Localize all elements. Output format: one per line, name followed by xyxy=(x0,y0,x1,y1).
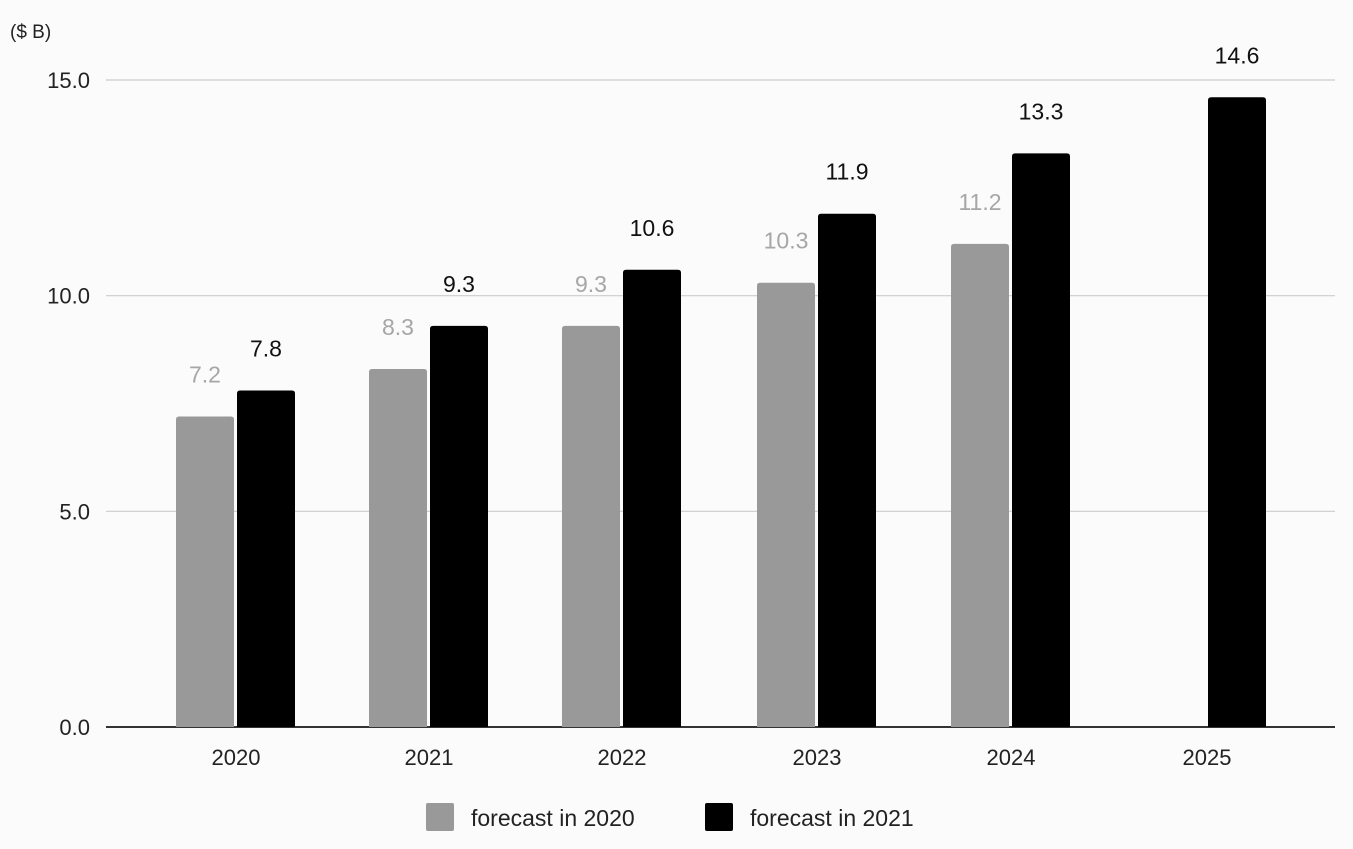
y-tick-label: 0.0 xyxy=(59,715,90,740)
bars xyxy=(176,97,1266,728)
data-label: 10.6 xyxy=(630,215,675,241)
data-label: 9.3 xyxy=(575,271,607,297)
x-tick-label: 2025 xyxy=(1183,745,1232,770)
bar-forecast-2020 xyxy=(176,416,234,727)
bar-forecast-2021 xyxy=(818,213,876,728)
bar-forecast-2021 xyxy=(1012,153,1070,727)
data-label: 14.6 xyxy=(1215,42,1260,68)
bar-forecast-2020 xyxy=(369,368,427,727)
x-tick-label: 2020 xyxy=(212,745,261,770)
bar-forecast-2021 xyxy=(430,325,488,727)
y-axis-unit-label: ($ B) xyxy=(10,22,51,43)
bar-forecast-2021 xyxy=(1208,97,1266,727)
data-labels: 7.2 8.3 9.3 10.3 11.2 7.8 9.3 10.6 11.9 13.3 14.6 xyxy=(189,42,1259,387)
data-label: 7.2 xyxy=(189,361,221,387)
x-tick-labels: 2020 2021 2022 2023 2024 2025 xyxy=(212,745,1232,770)
y-tick-label: 10.0 xyxy=(47,284,90,309)
x-tick-label: 2021 xyxy=(405,745,454,770)
legend-swatch xyxy=(705,803,733,831)
legend: forecast in 2020 forecast in 2021 xyxy=(426,803,914,831)
data-label: 11.2 xyxy=(958,189,1001,215)
y-tick-label: 15.0 xyxy=(47,68,90,93)
y-tick-label: 5.0 xyxy=(59,499,90,524)
y-tick-labels: 0.0 5.0 10.0 15.0 xyxy=(47,68,90,740)
data-label: 10.3 xyxy=(764,228,809,254)
x-tick-label: 2024 xyxy=(987,745,1036,770)
bar-forecast-2021 xyxy=(237,390,295,727)
data-label: 13.3 xyxy=(1019,98,1064,124)
legend-label: forecast in 2020 xyxy=(471,805,635,831)
bar-forecast-2020 xyxy=(757,282,815,727)
legend-swatch xyxy=(426,803,454,831)
x-tick-label: 2022 xyxy=(598,745,647,770)
bar-forecast-2021 xyxy=(623,269,681,727)
grid-layer xyxy=(106,79,1335,728)
bar-forecast-2020 xyxy=(562,325,620,727)
legend-label: forecast in 2021 xyxy=(750,805,914,831)
data-label: 8.3 xyxy=(382,314,414,340)
data-label: 9.3 xyxy=(443,271,475,297)
data-label: 11.9 xyxy=(825,159,868,185)
data-label: 7.8 xyxy=(250,336,282,362)
x-tick-label: 2023 xyxy=(793,745,842,770)
bar-forecast-2020 xyxy=(951,243,1009,727)
